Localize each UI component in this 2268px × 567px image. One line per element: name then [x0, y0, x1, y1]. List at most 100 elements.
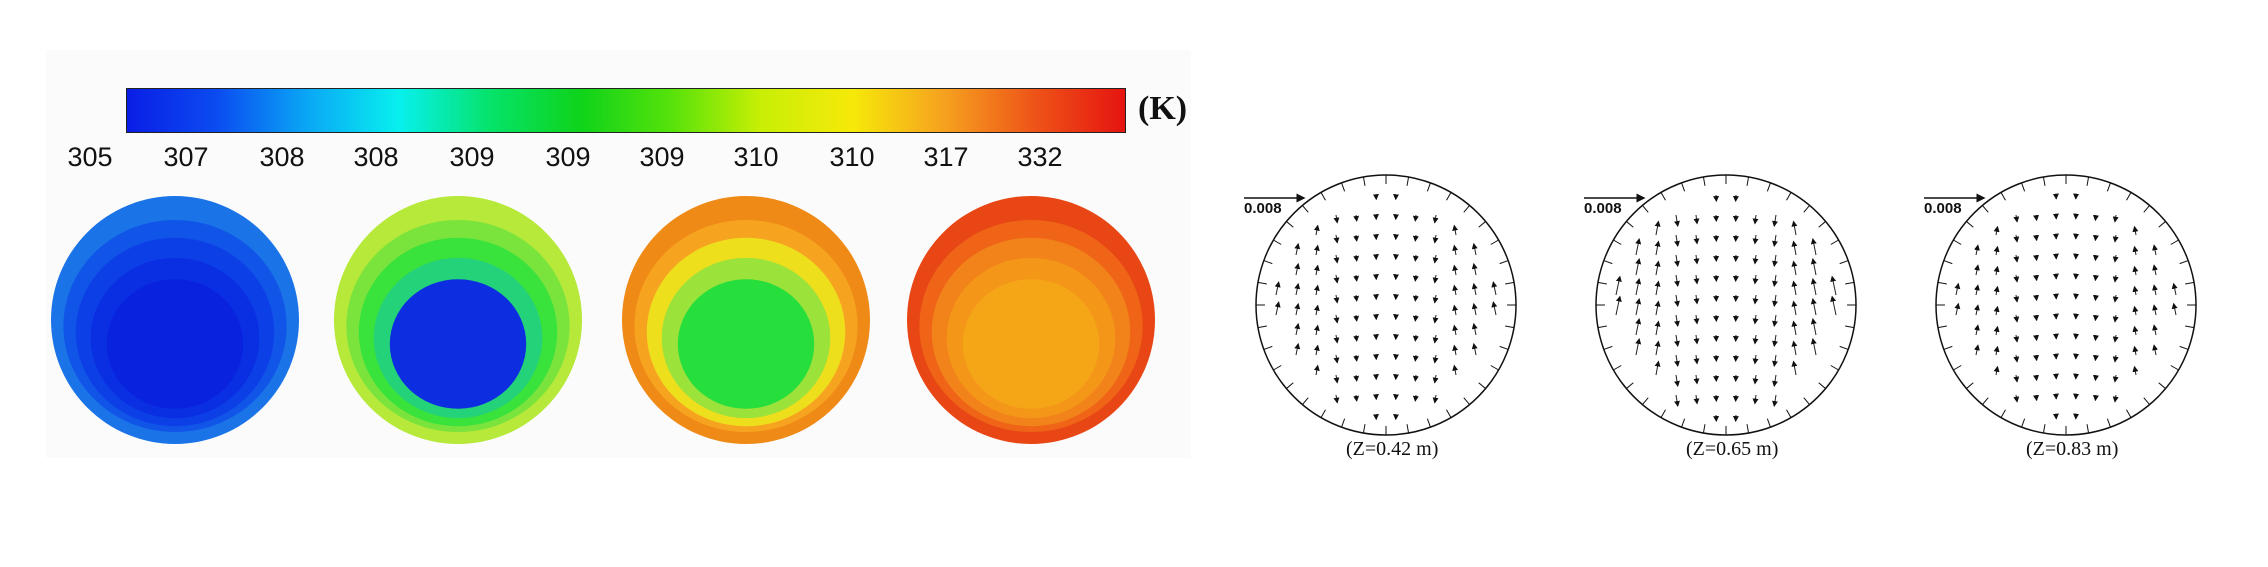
colorbar-tick: 309 [639, 142, 685, 172]
velocity-arrow [2132, 345, 2139, 356]
boundary-tick [1426, 182, 1431, 192]
velocity-arrow [1635, 298, 1642, 316]
velocity-arrow [1313, 364, 1320, 376]
boundary-tick [1786, 192, 1792, 201]
boundary-tick [2143, 397, 2150, 405]
velocity-arrow [1635, 278, 1642, 296]
velocity-arrow [1993, 345, 2000, 356]
velocity-arrow [1313, 284, 1320, 296]
boundary-tick [1603, 260, 1613, 265]
velocity-arrow [2013, 214, 2020, 223]
velocity-arrow [1693, 234, 1700, 245]
velocity-arrow [1471, 262, 1478, 276]
velocity-arrow [1693, 294, 1700, 305]
scale-label: 0.008 [1244, 200, 1282, 217]
boundary-tick [1478, 382, 1486, 389]
velocity-arrow [1830, 275, 1837, 296]
boundary-tick [1766, 182, 1771, 192]
velocity-arrow [1615, 275, 1622, 296]
velocity-arrow [1993, 305, 2000, 316]
velocity-arrow [2152, 244, 2158, 256]
boundary-tick [1937, 281, 1947, 285]
velocity-arrow [1654, 300, 1661, 316]
velocity-arrow [1313, 324, 1320, 336]
velocity-arrow [1772, 314, 1778, 328]
boundary-tick [1766, 418, 1771, 428]
velocity-arrow [2132, 305, 2139, 316]
velocity-arrow [2112, 374, 2119, 383]
velocity-arrow [2112, 254, 2119, 263]
velocity-arrow [2092, 394, 2099, 402]
boundary-tick [1273, 239, 1282, 245]
velocity-arrow [2092, 334, 2099, 342]
velocity-arrow [1471, 302, 1478, 316]
velocity-arrow [1654, 320, 1661, 336]
velocity-arrow [1313, 244, 1320, 256]
velocity-arrow [1810, 338, 1817, 356]
boundary-tick [1803, 397, 1810, 405]
velocity-arrow [2112, 234, 2119, 243]
boundary-tick [1818, 382, 1826, 389]
velocity-arrow [1353, 354, 1360, 362]
velocity-arrow [1791, 260, 1798, 276]
boundary-tick [1263, 260, 1273, 265]
velocity-arrow [1635, 238, 1642, 256]
velocity-arrow [2013, 254, 2020, 263]
velocity-arrow [2092, 234, 2099, 242]
velocity-arrow [1294, 282, 1301, 296]
velocity-arrow [1294, 302, 1301, 316]
velocity-arrow [1635, 258, 1642, 276]
velocity-arrow [1432, 294, 1439, 304]
velocity-arrow [1674, 354, 1680, 368]
velocity-arrow [1333, 394, 1340, 404]
velocity-arrow [2013, 274, 2020, 283]
velocity-arrow [2171, 302, 2178, 316]
velocity-arrow [1333, 274, 1340, 284]
boundary-tick [1681, 418, 1686, 428]
boundary-tick [1362, 424, 1366, 434]
velocity-arrow [1432, 214, 1439, 224]
boundary-tick [2042, 424, 2046, 434]
boundary-tick [1830, 239, 1839, 245]
contour-1 [51, 196, 299, 444]
colorbar-tick: 332 [1017, 142, 1063, 172]
velocity-arrow [1791, 360, 1798, 376]
vector-plot-1: 0.008 (Z=0.42 m) [1236, 160, 1536, 480]
boundary-tick [1613, 365, 1622, 371]
velocity-arrow [1791, 240, 1798, 256]
velocity-arrow [1693, 394, 1700, 405]
velocity-arrow [1810, 238, 1817, 256]
velocity-arrow [1752, 354, 1759, 365]
velocity-arrow [2132, 325, 2139, 336]
velocity-arrow [1752, 294, 1759, 305]
velocity-arrow [1333, 234, 1340, 244]
boundary-tick [1839, 260, 1849, 265]
contour-band [962, 279, 1100, 409]
velocity-vector-field [1584, 174, 1857, 436]
velocity-arrow [1791, 340, 1798, 356]
velocity-arrow [1274, 301, 1281, 316]
velocity-arrow [1452, 264, 1459, 276]
velocity-arrow [2033, 234, 2040, 242]
boundary-tick [2126, 192, 2132, 201]
vector-plot-3: 0.008 (Z=0.83 m) [1916, 160, 2216, 480]
velocity-arrow [2132, 285, 2139, 296]
velocity-arrow [1791, 300, 1798, 316]
velocity-arrow [1615, 295, 1622, 316]
boundary-tick [2185, 325, 2195, 329]
boundary-tick [1818, 221, 1826, 228]
boundary-tick [1966, 221, 1974, 228]
velocity-arrow [1974, 324, 1980, 336]
contour-3 [622, 196, 870, 444]
boundary-tick [1746, 176, 1750, 186]
boundary-tick [1953, 365, 1962, 371]
boundary-tick [1642, 205, 1649, 213]
boundary-tick [1362, 176, 1366, 186]
velocity-arrow [1294, 262, 1301, 276]
velocity-arrow [1412, 314, 1419, 322]
boundary-tick [1286, 382, 1294, 389]
contour-4 [907, 196, 1155, 444]
boundary-tick [1597, 281, 1607, 285]
boundary-tick [1490, 239, 1499, 245]
velocity-arrow [1471, 282, 1478, 296]
